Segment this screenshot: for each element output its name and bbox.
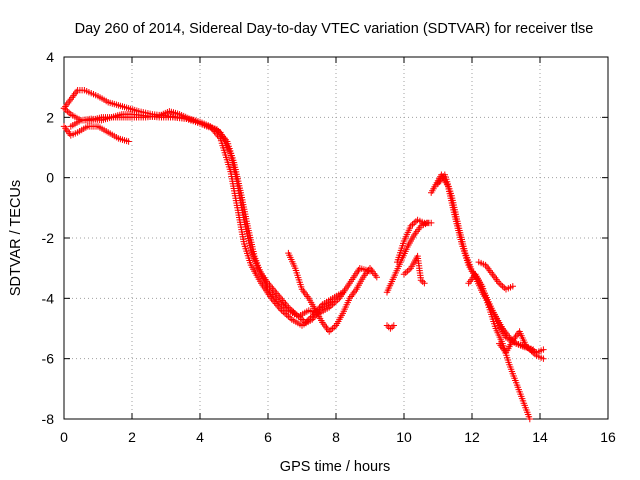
series-trace-c	[60, 123, 132, 145]
y-tick-label: -2	[42, 230, 55, 246]
series-trace-i	[400, 252, 428, 287]
x-tick-labels: 0 2 4 6 8 10 12 14 16	[60, 429, 616, 445]
data-point	[390, 322, 397, 329]
series-trace-e	[285, 249, 380, 335]
series-trace-h	[394, 216, 435, 266]
data-point	[421, 280, 428, 287]
series-trace-d	[67, 108, 336, 329]
y-axis-label: SDTVAR / TECUs	[8, 180, 24, 296]
x-tick-label: 8	[332, 429, 340, 445]
x-axis-label: GPS time / hours	[280, 459, 390, 475]
y-tick-label: -4	[42, 290, 55, 306]
x-tick-label: 4	[196, 429, 204, 445]
x-tick-label: 12	[464, 429, 480, 445]
series-trace-g	[383, 219, 431, 296]
chart-title: Day 260 of 2014, Sidereal Day-to-day VTE…	[75, 21, 594, 37]
series-trace-m	[475, 258, 516, 293]
y-tick-label: 4	[46, 49, 54, 65]
data-point	[373, 274, 380, 281]
y-tick-label: 0	[46, 170, 54, 186]
x-tick-label: 0	[60, 429, 68, 445]
data-point	[125, 138, 132, 145]
data-point	[540, 355, 547, 362]
series-trace-f	[383, 322, 397, 332]
data-point	[526, 415, 533, 423]
x-tick-label: 14	[532, 429, 548, 445]
series-trace-n	[496, 328, 547, 356]
x-tick-label: 10	[396, 429, 412, 445]
y-tick-label: -6	[42, 351, 55, 367]
y-tick-label: -8	[42, 411, 55, 427]
data-point	[540, 346, 547, 353]
y-tick-label: 2	[46, 109, 54, 125]
axis-ticks	[63, 56, 609, 420]
x-tick-label: 6	[264, 429, 272, 445]
data-point	[339, 289, 346, 296]
y-tick-labels: -8 -6 -4 -2 0 2 4	[42, 49, 55, 427]
data-point	[428, 219, 435, 227]
data-point	[329, 298, 336, 305]
x-tick-label: 16	[600, 429, 616, 445]
data-points	[60, 87, 547, 423]
x-tick-label: 2	[128, 429, 136, 445]
data-point	[509, 283, 516, 290]
